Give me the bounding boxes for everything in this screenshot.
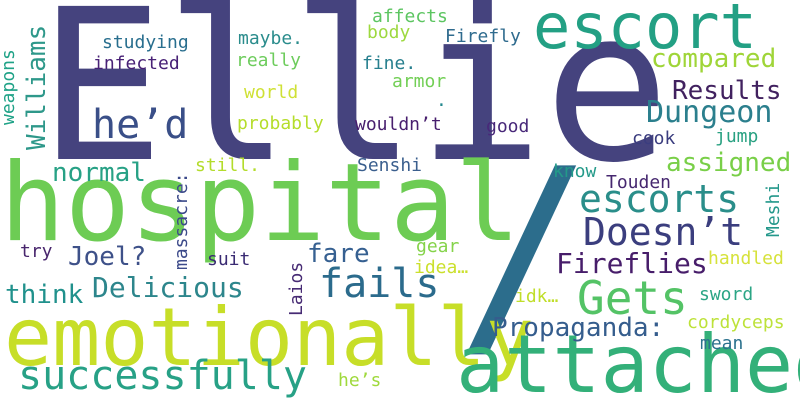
word-try: try: [20, 241, 53, 262]
word-suit: suit: [207, 249, 251, 270]
word-emotionally: emotionally: [4, 291, 534, 384]
word-ellie: Ellie: [38, 0, 671, 209]
word-doesnt: Doesn’t: [583, 210, 744, 254]
word-studying: studying: [102, 32, 189, 53]
word-escort: escort: [533, 0, 757, 63]
word-affects: affects: [372, 6, 448, 27]
word-cordyceps: cordyceps: [687, 312, 785, 333]
word-hospital: hospital: [0, 141, 521, 266]
word-world: world: [244, 82, 299, 103]
word-compared: compared: [651, 44, 777, 74]
word-think: think: [5, 280, 84, 310]
word-delicious: Delicious: [92, 271, 244, 304]
word-maybe: maybe.: [238, 28, 304, 49]
word-good: good: [486, 116, 530, 137]
word-cook: cook: [632, 128, 676, 149]
word-assigned: assigned: [666, 148, 792, 178]
word-joel: Joel?: [68, 242, 147, 272]
word-meshi: Meshi: [763, 182, 784, 237]
word-fails: fails: [319, 261, 440, 307]
word-infected: infected: [93, 53, 180, 74]
word-sword: sword: [699, 284, 754, 305]
word-handled: handled: [708, 248, 784, 269]
word-really: really: [236, 50, 302, 71]
word-know: know: [553, 161, 597, 182]
word-touden: Touden: [606, 172, 672, 193]
word-firefly: Firefly: [445, 26, 521, 47]
word-mean: mean: [700, 333, 744, 354]
word-still: still.: [195, 155, 261, 176]
word-gear: gear: [416, 236, 460, 257]
word-body: body: [367, 22, 411, 43]
word-gets: Gets: [577, 271, 688, 325]
word-fine: fine.: [362, 53, 417, 74]
word-idk: idk…: [515, 286, 559, 307]
word-slash: /: [455, 121, 594, 388]
word-probably: probably: [237, 113, 324, 134]
word-idea: idea…: [414, 257, 469, 278]
word-successfully: successfully: [18, 353, 307, 399]
word-jump: jump: [715, 126, 759, 147]
word-fireflies: Fireflies: [556, 247, 708, 280]
word-fare: fare: [307, 239, 370, 269]
word-laios: Laios: [286, 261, 307, 316]
word-wouldnt: wouldn’t: [355, 114, 442, 135]
word-massacre: massacre:: [171, 172, 192, 270]
word-normal: normal: [52, 158, 146, 188]
word-hes: he’s: [338, 370, 382, 391]
word-weapons: weapons: [0, 49, 19, 125]
word-propaganda: Propaganda:: [492, 313, 665, 343]
word-williams: Williams: [22, 24, 52, 150]
word-dot: .: [436, 90, 447, 111]
word-attached: attached: [456, 318, 800, 400]
word-dungeon: Dungeon: [646, 95, 773, 130]
word-escorts: escorts: [579, 177, 740, 221]
word-armor: armor: [392, 71, 447, 92]
word-senshi: Senshi: [357, 155, 423, 176]
word-results: Results: [672, 76, 782, 106]
word-hed: he’d: [92, 102, 189, 148]
